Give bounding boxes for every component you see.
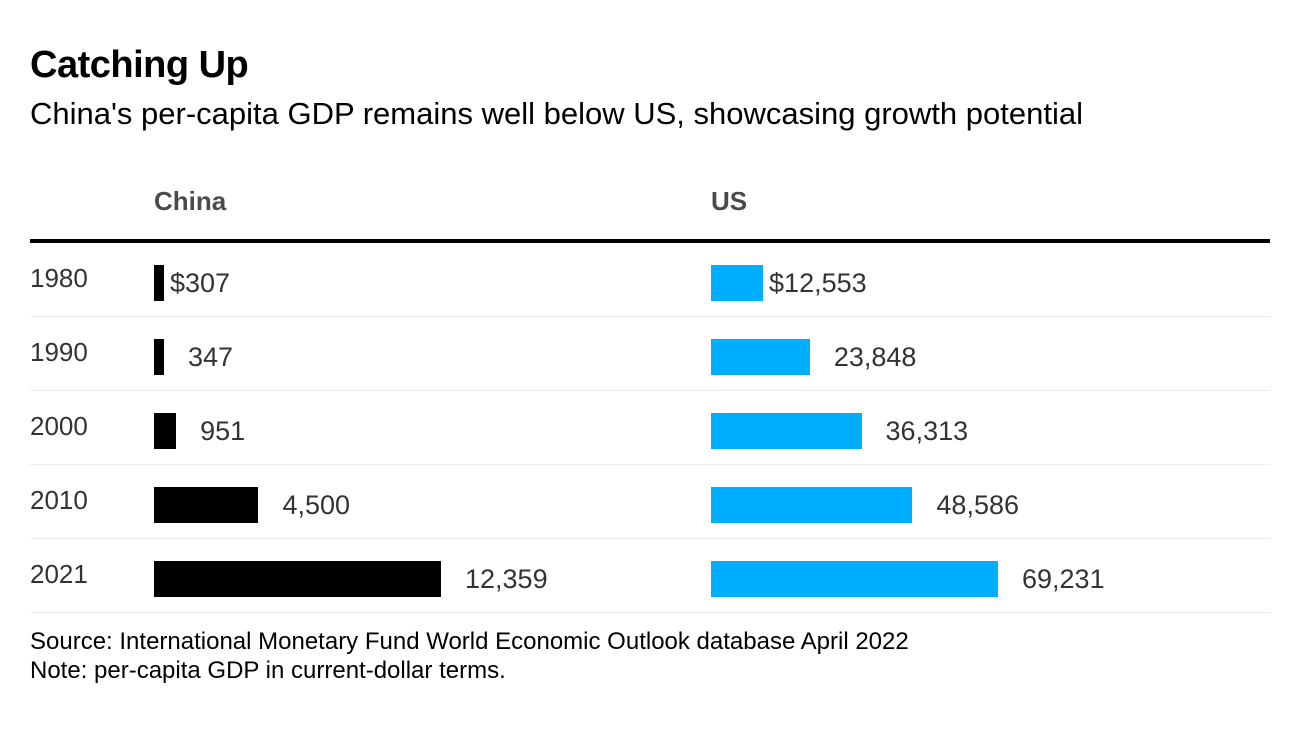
table-row: 1980 $307 $12,553 [30, 243, 1270, 317]
table-row: 1990 347 23,848 [30, 317, 1270, 391]
year-label: 2021 [30, 559, 88, 589]
china-value-label: 12,359 [465, 564, 548, 594]
year-label: 2010 [30, 485, 88, 515]
china-bar [154, 339, 164, 375]
china-bar [154, 413, 177, 449]
china-bar [154, 487, 259, 523]
us-bar [711, 561, 998, 597]
table-row: 2010 4,500 48,586 [30, 465, 1270, 539]
header-rule [30, 239, 1270, 243]
chart-title: Catching Up [30, 44, 249, 86]
us-value-label: 23,848 [833, 342, 917, 372]
us-value-label: 69,231 [1022, 564, 1105, 594]
us-bar [711, 339, 810, 375]
year-label: 1980 [30, 263, 88, 293]
us-bar [711, 265, 764, 301]
table-row: 2021 12,359 69,231 [30, 539, 1270, 613]
china-value-label: 951 [200, 416, 246, 446]
us-value-label: $12,553 [769, 268, 867, 298]
year-label: 1990 [30, 337, 88, 367]
footnote: Note: per-capita GDP in current-dollar t… [30, 657, 506, 684]
us-bar [711, 413, 862, 449]
china-bar [154, 561, 441, 597]
us-value-label: 36,313 [885, 416, 969, 446]
column-header-china: China [154, 186, 227, 216]
source-note: Source: International Monetary Fund Worl… [30, 628, 909, 655]
year-label: 2000 [30, 411, 88, 441]
chart-subtitle: China's per-capita GDP remains well belo… [30, 96, 1083, 131]
china-bar [154, 265, 164, 301]
china-value-label: $307 [170, 268, 231, 298]
table-row: 2000 951 36,313 [30, 391, 1270, 465]
column-header-us: US [711, 186, 748, 216]
china-value-label: 4,500 [282, 490, 351, 520]
us-value-label: 48,586 [936, 490, 1019, 520]
china-value-label: 347 [188, 342, 234, 372]
us-bar [711, 487, 913, 523]
